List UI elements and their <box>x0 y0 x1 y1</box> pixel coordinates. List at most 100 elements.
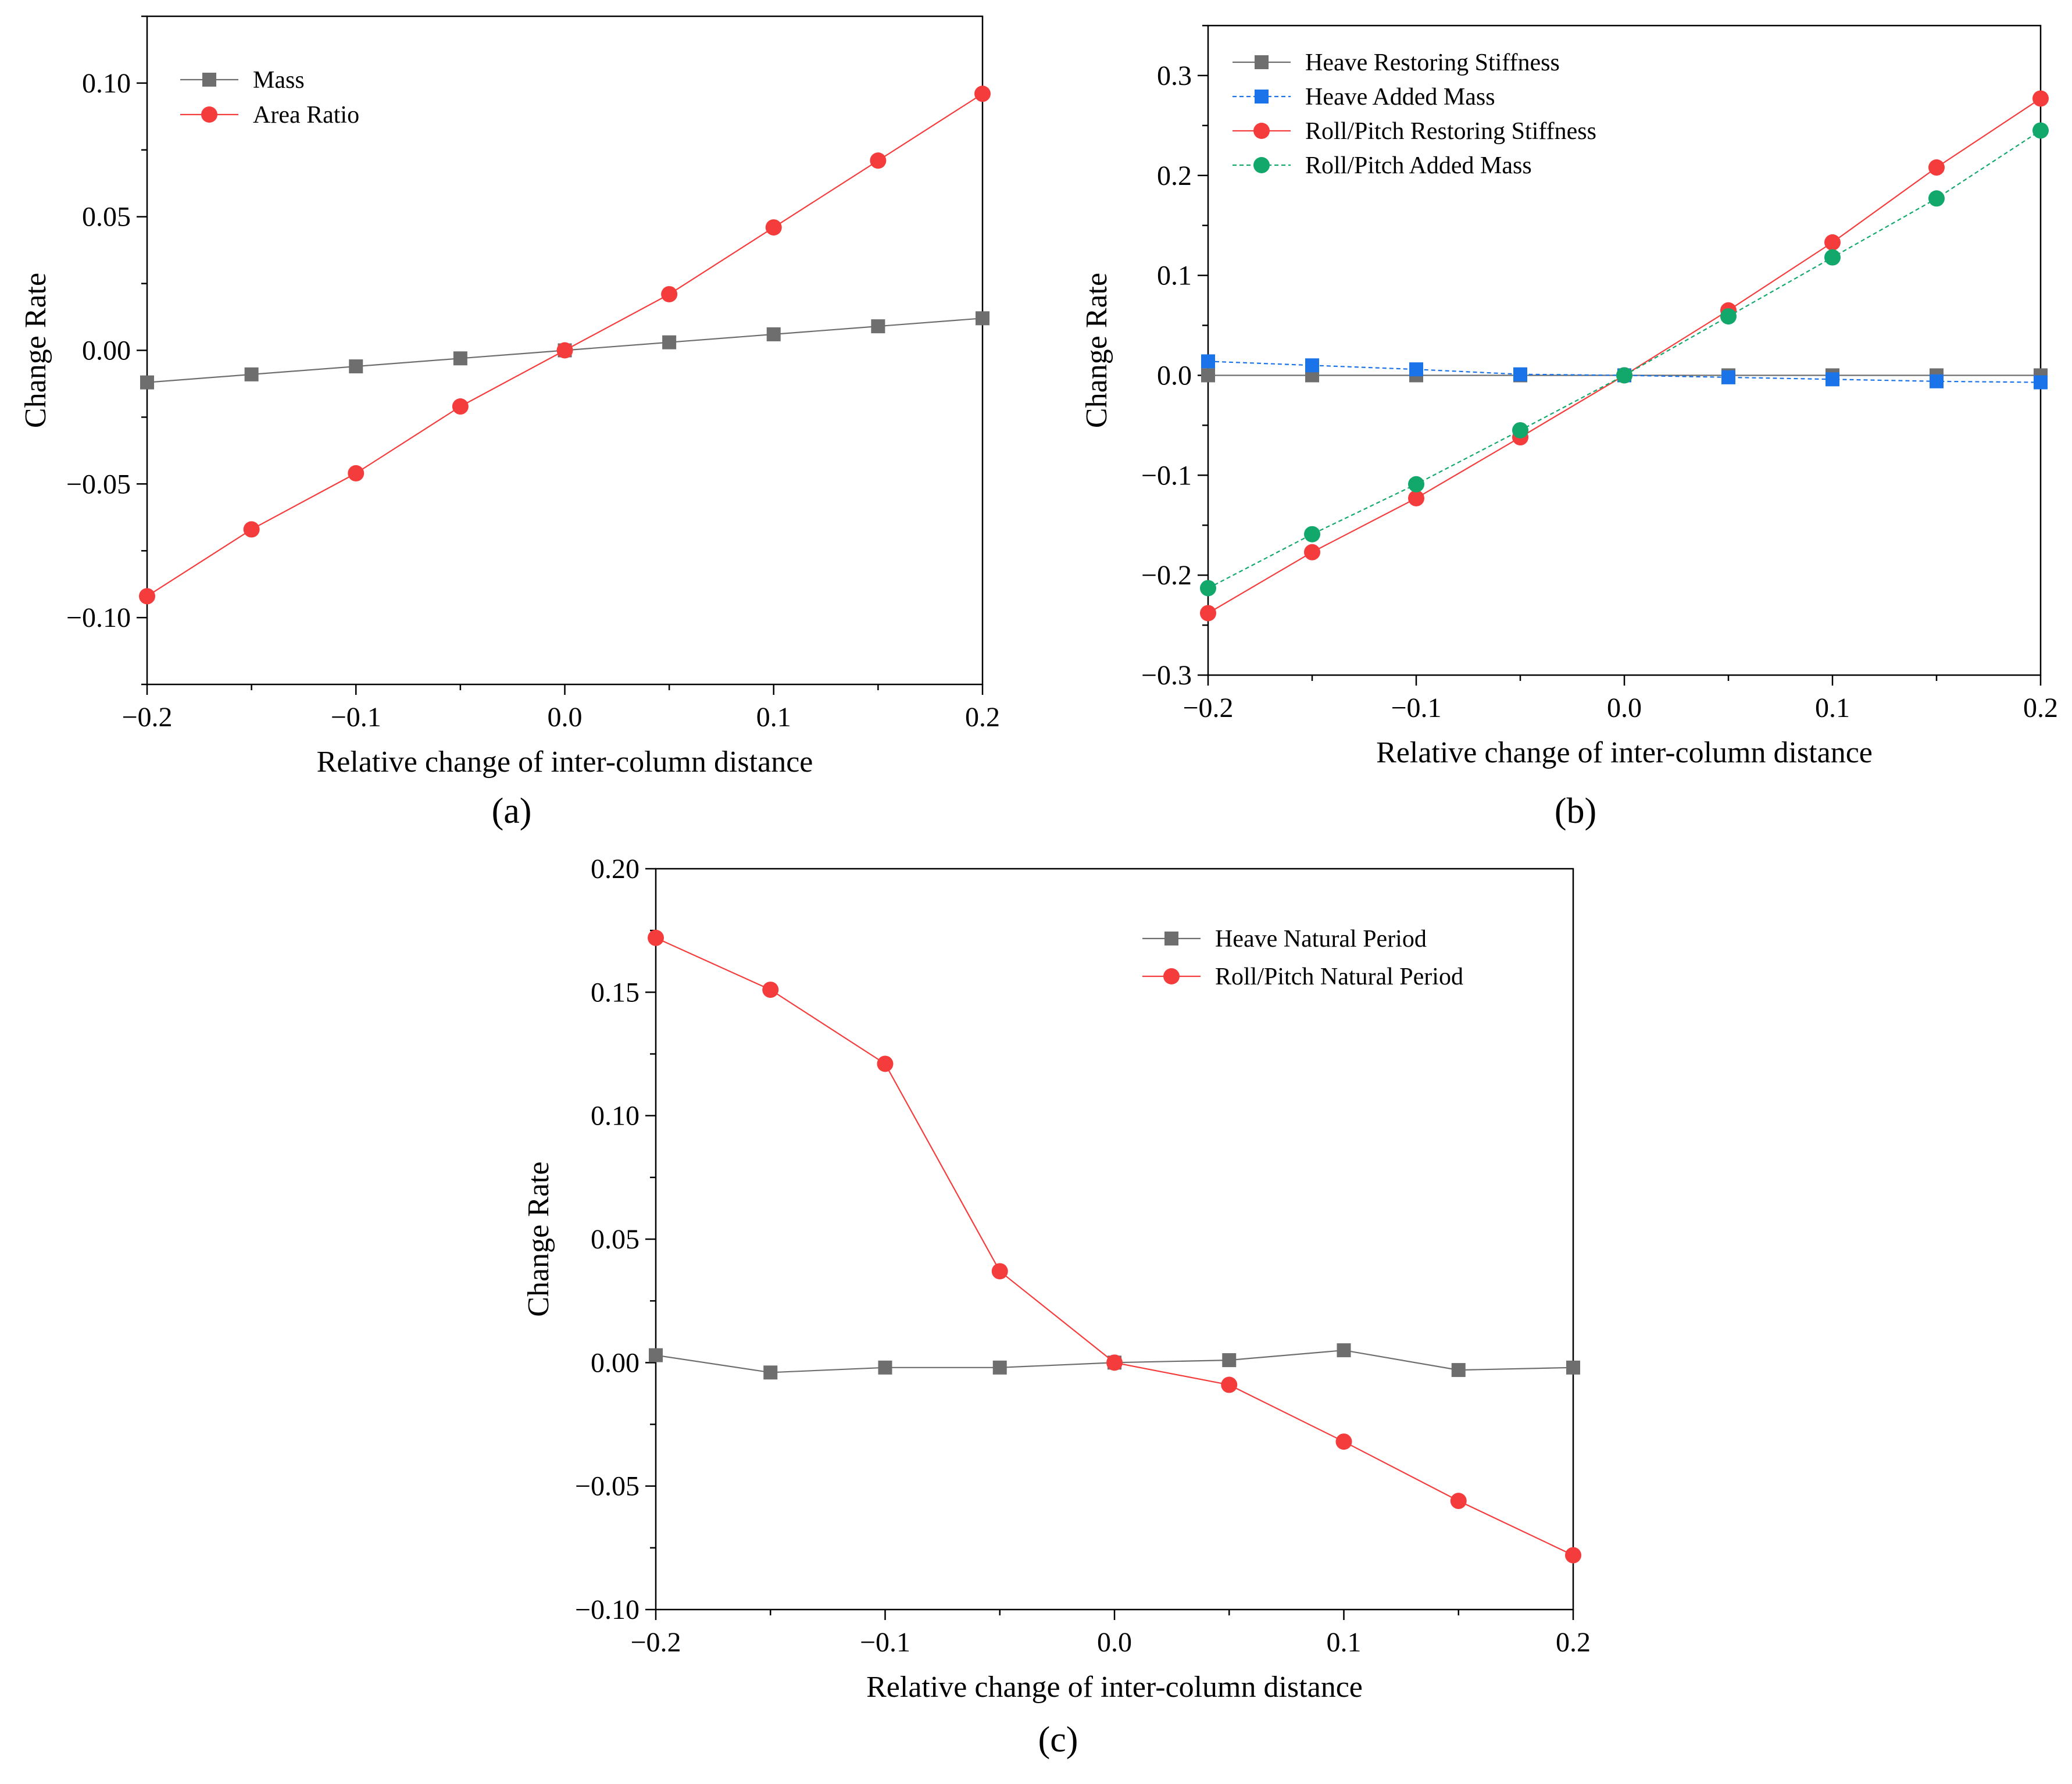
data-point <box>1824 234 1841 251</box>
legend: Mass Area Ratio <box>180 67 359 129</box>
data-point <box>1721 370 1735 384</box>
data-point <box>1566 1360 1580 1375</box>
legend-marker <box>1255 90 1269 104</box>
x-tick-label: 0.2 <box>1556 1627 1591 1658</box>
data-point <box>1930 374 1944 388</box>
data-point <box>1408 476 1424 493</box>
x-tick-label: 0.0 <box>548 702 583 733</box>
data-point <box>992 1360 1007 1375</box>
y-tick-label: 0.05 <box>82 202 131 233</box>
y-axis-title: Change Rate <box>522 1161 555 1316</box>
legend-marker <box>202 73 216 87</box>
data-point <box>649 1348 663 1362</box>
data-point <box>766 327 781 341</box>
data-point <box>139 588 155 605</box>
data-point <box>243 521 260 538</box>
x-axis-title: Relative change of inter-column distance <box>317 745 813 779</box>
legend-label: Roll/Pitch Added Mass <box>1305 152 1532 179</box>
data-point <box>1221 1376 1238 1393</box>
y-tick-label: 0.10 <box>82 68 131 99</box>
x-tick-label: 0.0 <box>1607 693 1642 723</box>
x-tick-label: 0.1 <box>756 702 791 733</box>
data-point <box>1106 1354 1123 1371</box>
data-point <box>2032 122 2049 139</box>
data-point <box>556 342 573 359</box>
data-point <box>1824 249 1841 266</box>
series-1 <box>648 929 1581 1564</box>
legend-label: Mass <box>253 67 305 94</box>
panel-label: (b) <box>1555 791 1596 831</box>
data-point <box>1304 544 1320 561</box>
legend-marker <box>201 106 217 123</box>
x-axis-title: Relative change of inter-column distance <box>1376 736 1873 769</box>
data-point <box>1201 368 1215 383</box>
x-tick-label: −0.2 <box>1183 693 1233 723</box>
chart-panel-c: −0.2 −0.1 0.0 0.1 0.2 −0.10 −0.05 0.00 0.05 0.10 0… <box>522 854 1591 1760</box>
y-tick-label: 0.00 <box>82 336 131 366</box>
y-tick-label: 0.20 <box>591 854 640 884</box>
series-1 <box>139 85 991 605</box>
legend-label: Heave Restoring Stiffness <box>1305 49 1560 76</box>
x-tick-label: 0.2 <box>965 702 1000 733</box>
data-point <box>1928 190 1945 207</box>
legend-label: Heave Added Mass <box>1305 84 1495 110</box>
y-tick-label: −0.2 <box>1141 560 1192 591</box>
series-line <box>655 937 1574 1556</box>
y-tick-label: −0.3 <box>1141 660 1192 691</box>
data-point <box>1304 526 1320 543</box>
legend-label: Area Ratio <box>253 102 359 129</box>
y-tick-label: 0.15 <box>591 977 640 1008</box>
data-point <box>1337 1343 1351 1358</box>
data-point <box>870 152 887 169</box>
chart-panel-a: −0.2 −0.1 0.0 0.1 0.2 −0.10 −0.05 0.00 0.05 0.10 R… <box>19 15 1000 831</box>
data-point <box>648 929 664 946</box>
data-point <box>1305 358 1319 373</box>
panel-label: (a) <box>492 791 532 831</box>
y-tick-label: −0.10 <box>66 602 131 633</box>
data-point <box>244 367 259 381</box>
x-tick-label: 0.1 <box>1327 1627 1362 1658</box>
data-point <box>2032 90 2049 107</box>
data-point <box>1720 308 1737 325</box>
data-point <box>1928 159 1945 176</box>
legend: Heave Natural Period Roll/Pitch Natural P… <box>1142 926 1463 990</box>
data-point <box>1451 1363 1466 1378</box>
data-point <box>349 359 363 374</box>
data-point <box>1200 580 1216 597</box>
y-tick-label: 0.10 <box>591 1101 640 1132</box>
data-point <box>1335 1433 1352 1450</box>
x-tick-label: −0.2 <box>122 702 172 733</box>
data-point <box>1565 1547 1581 1564</box>
data-point <box>1513 367 1527 381</box>
x-tick-label: 0.1 <box>1815 693 1850 723</box>
y-tick-label: 0.2 <box>1157 160 1192 191</box>
data-point <box>763 1365 778 1380</box>
y-axis-title: Change Rate <box>19 273 52 428</box>
data-point <box>976 311 989 326</box>
legend-marker <box>1164 932 1178 945</box>
data-point <box>974 85 991 102</box>
x-axis-title: Relative change of inter-column distance <box>866 1671 1363 1704</box>
data-point <box>1222 1353 1237 1368</box>
legend-marker <box>1253 157 1270 173</box>
x-tick-label: −0.1 <box>1391 693 1441 723</box>
data-point <box>662 335 677 349</box>
x-tick-label: −0.1 <box>331 702 381 733</box>
series-line <box>1208 361 2041 383</box>
data-point <box>877 1055 894 1072</box>
data-point <box>1408 490 1424 506</box>
data-point <box>1616 367 1632 384</box>
legend-marker <box>1253 123 1270 139</box>
data-point <box>348 465 365 481</box>
data-point <box>762 982 779 998</box>
data-point <box>878 1360 892 1375</box>
data-point <box>1825 372 1839 387</box>
data-point <box>991 1263 1008 1280</box>
data-point <box>1409 362 1423 377</box>
data-point <box>1450 1493 1467 1510</box>
y-tick-label: 0.1 <box>1157 261 1192 291</box>
x-tick-label: 0.2 <box>2023 693 2058 723</box>
legend-label: Roll/Pitch Natural Period <box>1215 964 1463 990</box>
legend: Heave Restoring Stiffness Heave Added Mas… <box>1233 49 1596 179</box>
